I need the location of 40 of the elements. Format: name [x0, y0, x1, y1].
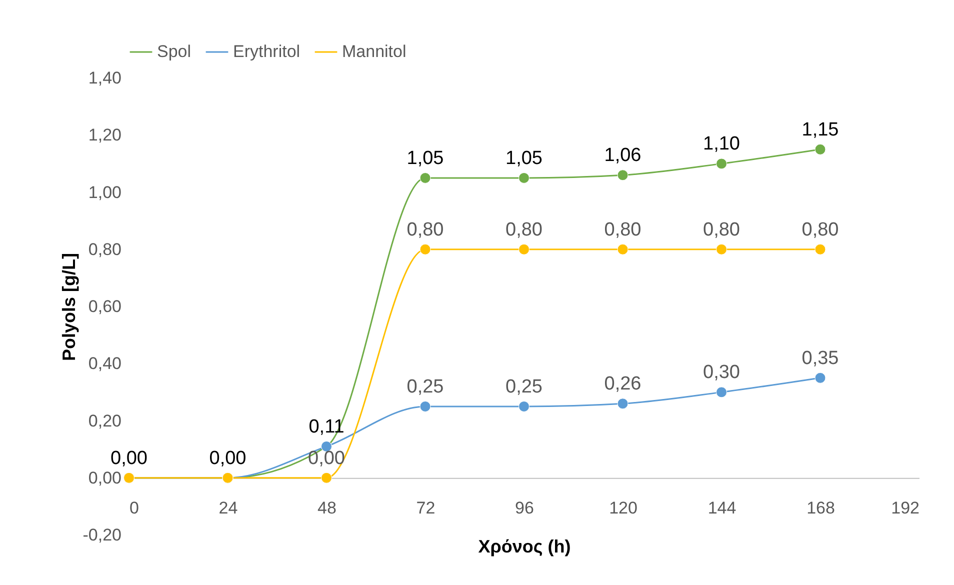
- y-tick-label: 0,20: [88, 411, 122, 430]
- data-label: 1,06: [604, 145, 642, 166]
- x-tick-label: 96: [515, 498, 534, 518]
- y-tick-label: 0,80: [88, 240, 122, 259]
- data-label: 1,10: [703, 134, 740, 155]
- legend-label: Erythritol: [233, 42, 300, 61]
- data-label: 0,25: [406, 376, 444, 398]
- x-axis-title: Χρόνος (h): [478, 536, 571, 556]
- y-tick-label: -0,20: [82, 526, 122, 544]
- x-tick-label: 144: [708, 498, 736, 518]
- data-label: 0,25: [506, 376, 542, 398]
- data-label: 0,00: [209, 448, 246, 469]
- legend-label: Spol: [157, 42, 192, 61]
- data-label: 0,80: [703, 219, 740, 240]
- x-tick-label: 192: [891, 498, 920, 518]
- data-label: 0,26: [604, 374, 642, 395]
- data-label: 0,80: [506, 219, 542, 240]
- data-label: 1,05: [506, 148, 542, 169]
- y-tick-label: 1,20: [88, 126, 122, 145]
- data-label: 1,15: [802, 119, 839, 140]
- x-tick-label: 0: [130, 498, 139, 518]
- y-tick-label: 1,00: [88, 182, 122, 202]
- legend-label: Mannitol: [342, 42, 406, 61]
- x-tick-label: 24: [218, 498, 238, 518]
- data-label: 0,00: [110, 448, 148, 469]
- y-tick-label: 0,40: [88, 354, 122, 374]
- data-label: 0,80: [604, 219, 642, 240]
- data-label: 0,35: [802, 348, 839, 369]
- x-tick-label: 168: [806, 498, 835, 518]
- y-axis-title: Polyols [g/L]: [58, 253, 79, 361]
- data-label: 1,05: [406, 148, 444, 169]
- x-tick-label: 48: [318, 498, 336, 518]
- x-tick-label: 72: [416, 498, 436, 518]
- y-tick-label: 0,00: [88, 468, 122, 488]
- y-tick-label: 0,60: [88, 297, 122, 316]
- data-label: 0,80: [802, 219, 839, 240]
- data-label: 0,30: [703, 362, 740, 384]
- data-label: 0,80: [406, 219, 444, 240]
- y-tick-label: 1,40: [88, 68, 122, 88]
- x-tick-label: 120: [609, 498, 638, 518]
